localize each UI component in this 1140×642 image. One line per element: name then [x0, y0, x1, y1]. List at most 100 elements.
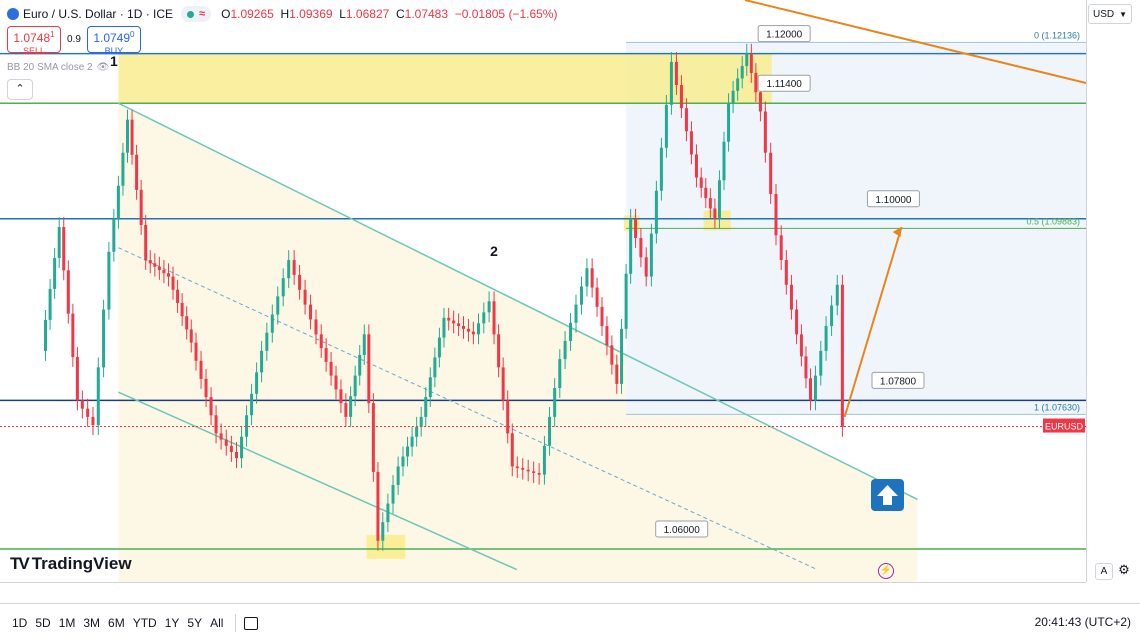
clock-readout[interactable]: 20:41:43 (UTC+2) — [1034, 615, 1131, 629]
bottom-toolbar: 1D 5D 1M 3M 6M YTD 1Y 5Y All 20:41:43 (U… — [0, 603, 1140, 642]
candle-body — [809, 378, 813, 401]
settings-gear-icon[interactable]: ⚙ — [1118, 562, 1130, 577]
currency-selector[interactable]: USD ▼ — [1088, 4, 1132, 24]
candle-body — [194, 342, 198, 361]
range-1m[interactable]: 1M — [58, 616, 76, 630]
level-callout-0: 1.12000 — [766, 30, 803, 41]
level-callout-2: 1.10000 — [875, 195, 912, 206]
candle-body — [358, 354, 362, 376]
candle-body — [353, 375, 357, 397]
market-open-icon — [187, 10, 195, 18]
candle-body — [102, 309, 106, 368]
time-axis[interactable] — [0, 582, 1086, 603]
open-label: O — [221, 7, 231, 21]
range-1y[interactable]: 1Y — [164, 616, 180, 630]
channel-fill — [118, 103, 918, 582]
currency-flag-icon — [7, 8, 19, 20]
candle-body — [624, 273, 628, 329]
range-5d[interactable]: 5D — [35, 616, 51, 630]
tradingview-logo: TV TradingView — [10, 554, 132, 574]
candle-body — [44, 319, 48, 351]
candle-body — [234, 451, 238, 459]
highlight-zone-2 — [366, 534, 406, 559]
market-status-pill[interactable]: ≈ — [181, 6, 212, 22]
candle-body — [526, 469, 530, 472]
candle-body — [276, 296, 280, 315]
range-6m[interactable]: 6M — [108, 616, 125, 630]
range-all[interactable]: All — [210, 616, 224, 630]
eye-off-icon[interactable]: 👁 — [96, 62, 110, 73]
candle-body — [367, 334, 371, 404]
candle-body — [265, 332, 269, 351]
branding-text: TradingView — [31, 554, 132, 573]
candle-body — [442, 317, 446, 338]
candle-body — [510, 433, 514, 467]
candle-body — [292, 260, 296, 275]
candle-body — [214, 415, 218, 434]
level-callout-3: 1.07800 — [880, 376, 917, 387]
candle-body — [240, 436, 244, 459]
range-ytd[interactable]: YTD — [132, 616, 157, 630]
candle-body — [48, 288, 52, 320]
collapse-legend-button[interactable]: ⌃ — [7, 79, 33, 100]
sell-price: 1.0748 — [13, 31, 51, 45]
delay-wave-icon: ≈ — [199, 8, 206, 20]
candle-body — [629, 218, 633, 274]
candle-body — [758, 92, 762, 112]
candle-body — [689, 131, 693, 155]
range-3m[interactable]: 3M — [83, 616, 101, 630]
buy-button[interactable]: 1.07490 BUY — [86, 26, 141, 56]
candle-body — [229, 445, 233, 452]
candle-body — [62, 227, 66, 271]
symbol-title[interactable]: Euro / U.S. Dollar · 1D · ICE — [23, 7, 174, 21]
candle-body — [66, 270, 70, 314]
buy-price-small: 0 — [130, 30, 135, 39]
candle-body — [396, 466, 400, 485]
indicator-legend[interactable]: BB 20 SMA close 2 👁 — [7, 62, 109, 73]
candle-body — [731, 90, 735, 104]
candle-body — [362, 334, 366, 355]
candle-body — [303, 289, 307, 305]
candle-body — [789, 284, 793, 310]
auto-scale-label: A — [1100, 566, 1108, 577]
range-1d[interactable]: 1D — [12, 616, 28, 630]
candle-body — [835, 284, 839, 306]
level-callout-box-3 — [871, 371, 925, 389]
level-callout-1: 1.11400 — [766, 79, 802, 90]
candle-body — [433, 357, 437, 378]
sell-button[interactable]: 1.07481 SELL — [7, 26, 61, 56]
level-callout-box-0 — [757, 25, 811, 43]
candle-body — [185, 316, 189, 330]
symbol-tag: EURUSD — [1045, 422, 1084, 432]
lightning-event-icon[interactable]: ⚡ — [878, 563, 894, 579]
candle-body — [501, 367, 505, 401]
candle-body — [349, 396, 353, 417]
candle-body — [401, 456, 405, 467]
candle-body — [219, 433, 223, 440]
candle-body — [605, 326, 609, 346]
candle-body — [804, 356, 808, 379]
projection-line — [843, 226, 903, 418]
candle-body — [410, 436, 414, 447]
candle-body — [281, 278, 285, 297]
candle-body — [595, 287, 599, 307]
level-callout-box-4 — [655, 520, 709, 538]
candle-body — [736, 78, 740, 91]
tradingview-mark-icon: TV — [10, 554, 30, 573]
sell-price-small: 1 — [50, 30, 55, 39]
candle-body — [428, 377, 432, 398]
candle-body — [224, 439, 228, 446]
candle-body — [344, 403, 348, 417]
price-axis[interactable] — [1086, 0, 1140, 582]
candle-body — [121, 152, 125, 186]
auto-scale-button[interactable]: A — [1095, 563, 1113, 580]
calendar-goto-icon[interactable] — [244, 616, 259, 630]
level-callout-box-2 — [866, 190, 920, 208]
candle-body — [376, 471, 380, 541]
range-5y[interactable]: 5Y — [187, 616, 203, 630]
candle-body — [615, 364, 619, 384]
candle-body — [694, 154, 698, 178]
candle-body — [754, 72, 758, 93]
candle-body — [260, 350, 264, 373]
